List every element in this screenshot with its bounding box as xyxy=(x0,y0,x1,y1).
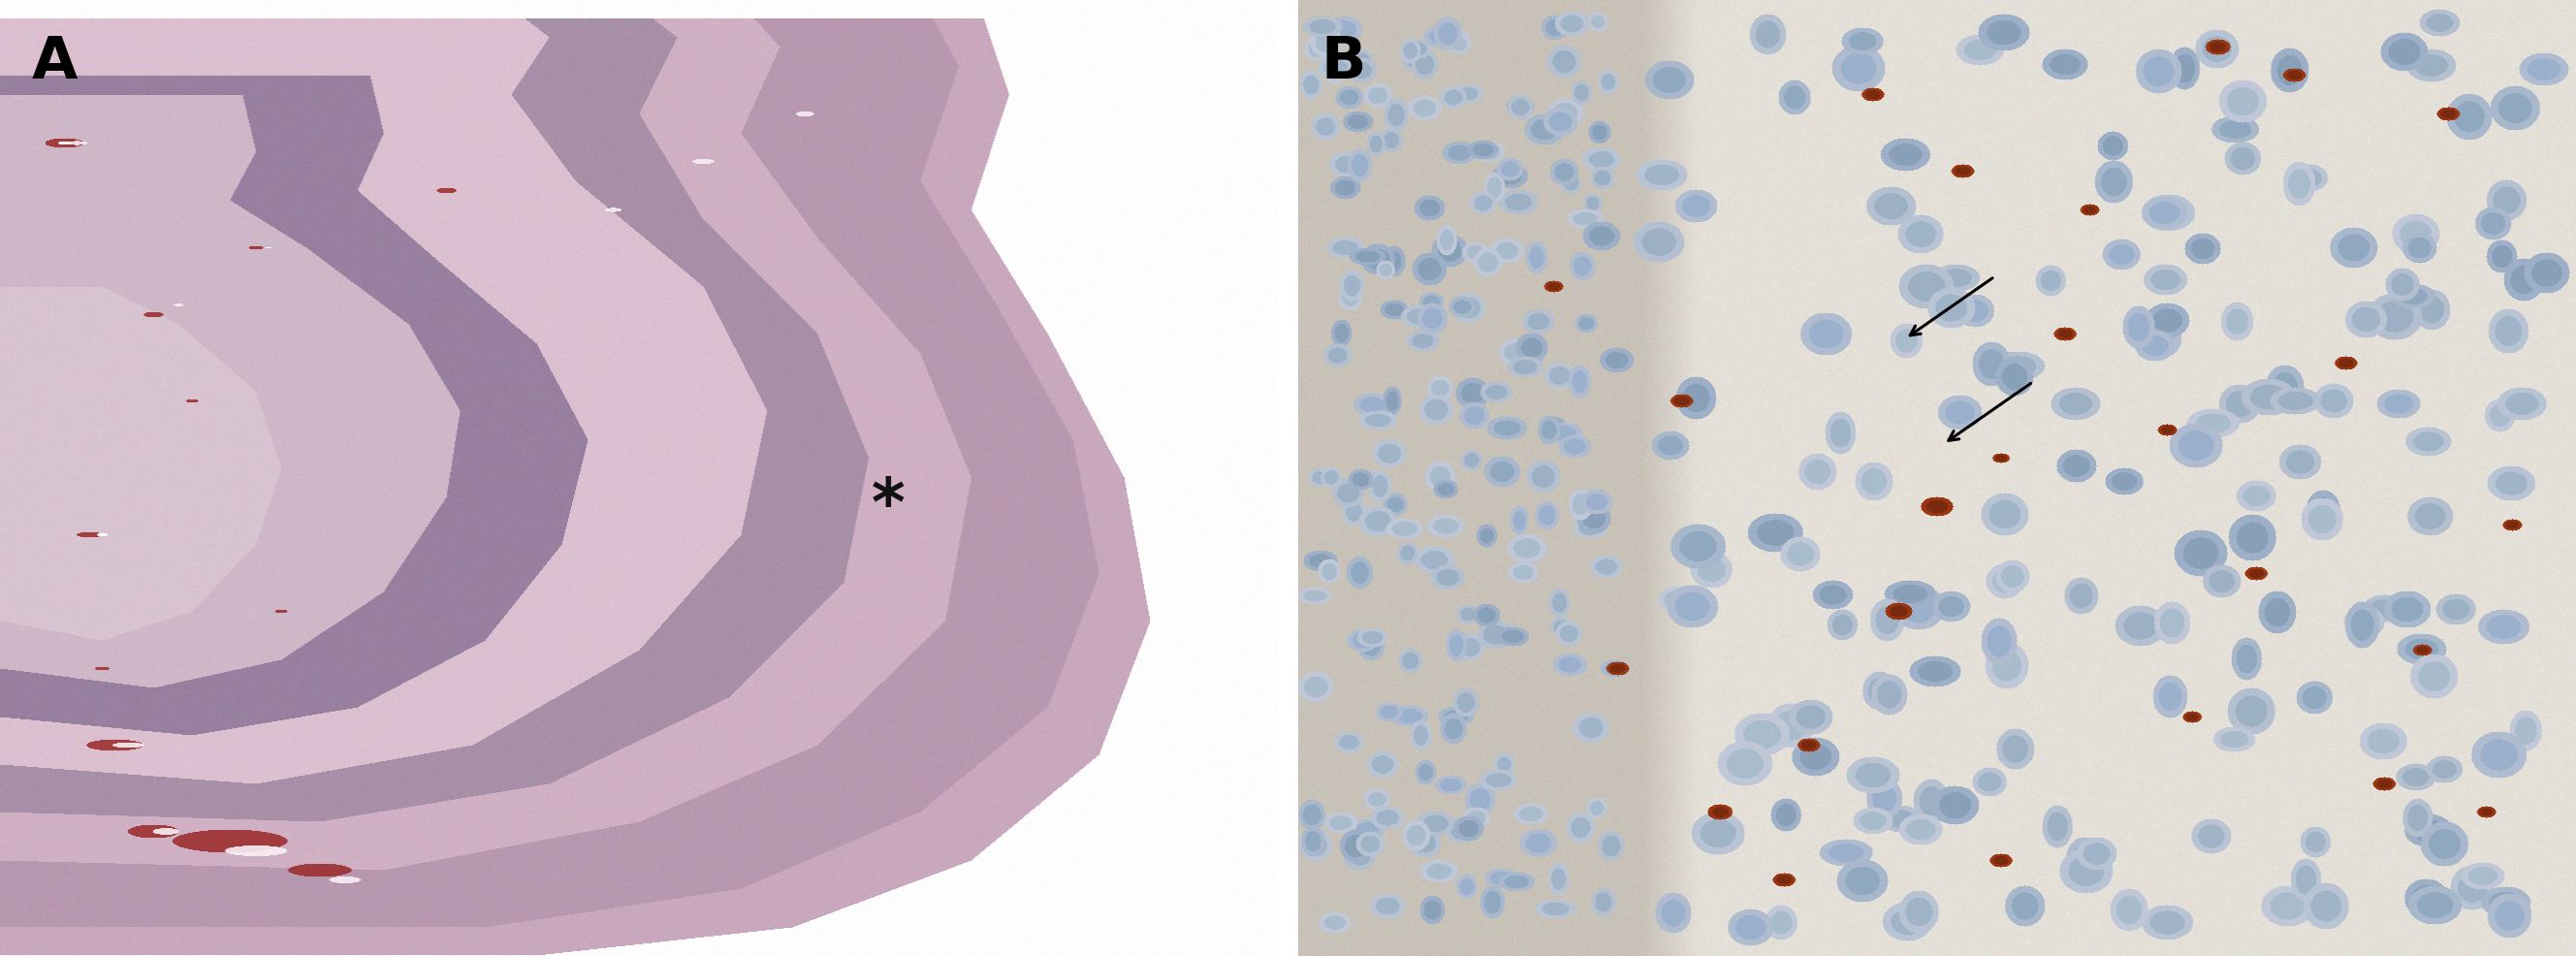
Text: B: B xyxy=(1321,33,1365,91)
Text: *: * xyxy=(871,475,904,538)
Text: A: A xyxy=(31,33,77,91)
